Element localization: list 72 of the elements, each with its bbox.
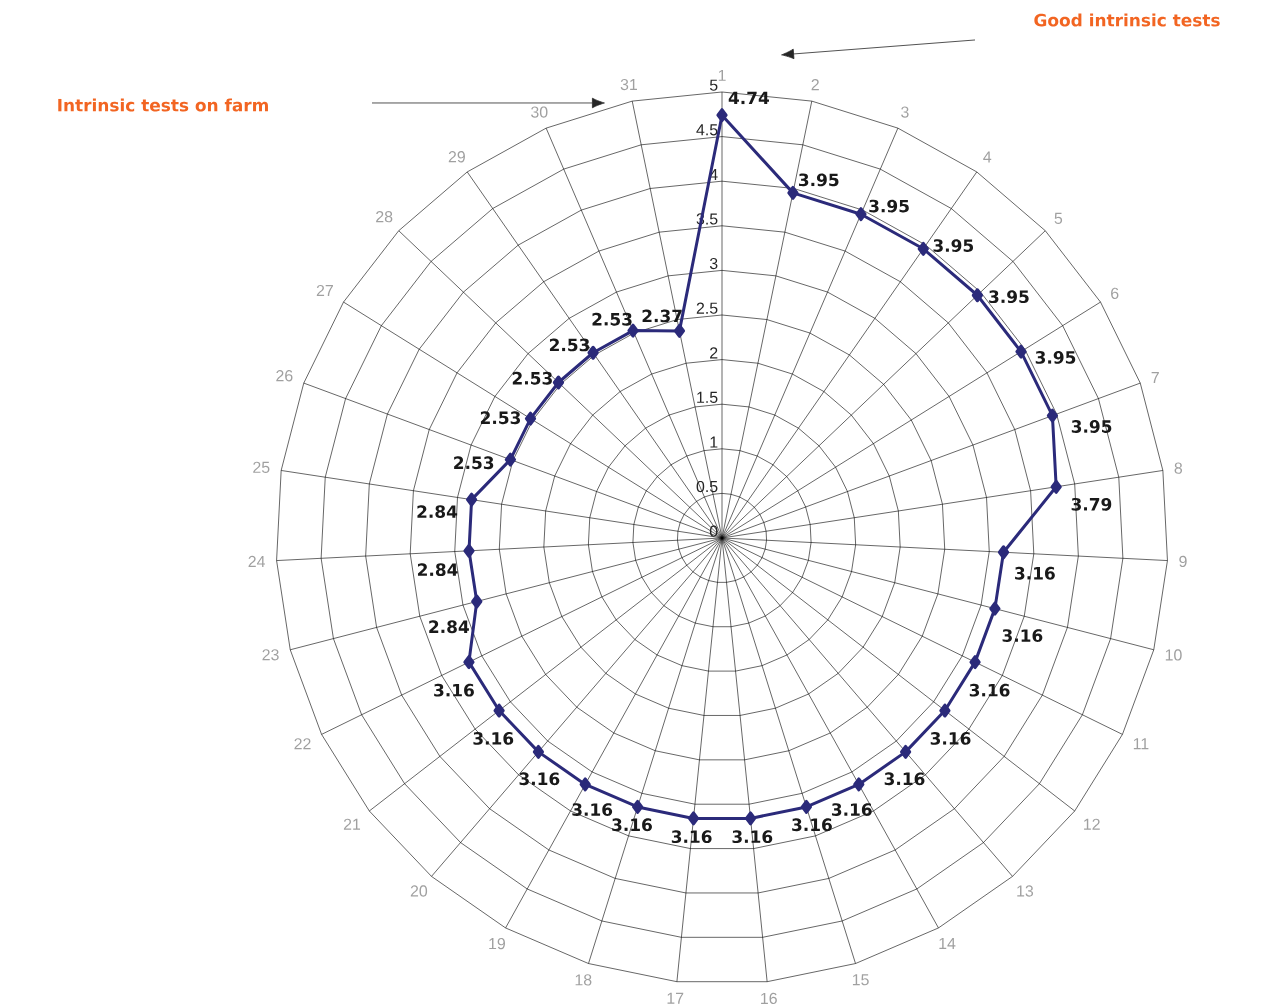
y-tick-label: 2.5: [696, 302, 718, 314]
data-label: 3.16: [434, 683, 474, 697]
spoke-label: 16: [761, 992, 777, 1005]
spoke-label: 20: [410, 885, 428, 897]
spoke-label: 6: [1111, 287, 1119, 300]
spoke-label: 31: [620, 78, 637, 91]
data-label: 3.95: [989, 290, 1029, 304]
spoke-label: 19: [489, 937, 505, 950]
spoke-label: 10: [1165, 649, 1182, 661]
data-label: 2.84: [417, 505, 458, 519]
spoke-label: 18: [575, 974, 592, 986]
data-label: 3.95: [1071, 420, 1112, 433]
data-label: 3.95: [798, 173, 839, 187]
spoke-label: 21: [343, 818, 361, 830]
data-label: 3.16: [519, 772, 560, 786]
y-tick-label: 5: [709, 79, 718, 91]
data-label: 3.16: [1015, 566, 1055, 580]
spoke-label: 12: [1084, 818, 1100, 830]
data-label: 3.16: [930, 731, 971, 745]
spoke-label: 29: [448, 151, 465, 163]
text: Intrinsic tests on farm: [58, 98, 268, 112]
spoke-label: 25: [253, 461, 270, 473]
spoke-label: 2: [811, 79, 819, 91]
data-label: 2.84: [429, 620, 469, 634]
data-label: 3.16: [884, 772, 925, 786]
spoke-label: 23: [262, 649, 279, 661]
spoke-label: 9: [1179, 555, 1187, 568]
spoke-label: 15: [852, 974, 869, 986]
spoke-label: 5: [1054, 212, 1063, 224]
y-tick-label: 4.5: [696, 124, 718, 136]
spoke-label: 3: [901, 106, 909, 118]
data-label: 3.16: [473, 731, 514, 745]
data-label: 3.16: [831, 803, 872, 816]
y-tick-label: 3: [709, 257, 718, 270]
data-label: 3.95: [1035, 351, 1076, 364]
y-tick-label: 1.5: [697, 391, 718, 403]
data-label: 3.16: [671, 830, 712, 844]
data-label: 2.53: [480, 411, 521, 425]
spoke-label: 1: [718, 69, 726, 81]
spoke-label: 30: [531, 106, 548, 118]
data-label: 2.53: [549, 338, 590, 352]
y-tick-label: 0: [709, 525, 718, 537]
spoke-label: 8: [1174, 462, 1183, 474]
data-label: 3.16: [612, 818, 652, 832]
data-label: 3.79: [1071, 497, 1112, 511]
y-tick-label: 2: [710, 347, 718, 359]
data-label: 2.53: [592, 312, 632, 326]
data-label: 3.16: [792, 818, 832, 832]
spoke-label: 28: [376, 211, 393, 223]
spoke-label: 14: [939, 937, 956, 949]
spoke-label: 4: [983, 151, 992, 163]
data-label: 3.16: [572, 803, 613, 816]
data-label: 2.53: [512, 371, 552, 385]
spoke-label: 7: [1151, 372, 1159, 384]
data-label: 3.95: [869, 199, 909, 213]
data-label: 3.16: [732, 830, 773, 844]
data-label: 2.84: [417, 563, 458, 577]
text: Good intrinsic tests: [1034, 13, 1220, 27]
spoke-label: 26: [276, 370, 293, 382]
spoke-label: 11: [1133, 738, 1149, 750]
data-label: 4.74: [728, 91, 769, 105]
data-label: 3.16: [1002, 629, 1043, 642]
spoke-label: 22: [294, 738, 311, 750]
y-tick-label: 1: [710, 436, 718, 448]
spoke-label: 17: [667, 992, 684, 1004]
data-label: 3.16: [969, 683, 1010, 697]
spoke-label: 27: [316, 284, 333, 296]
spoke-label: 24: [248, 555, 265, 567]
y-tick-label: 0.5: [696, 480, 718, 493]
spoke-label: 13: [1017, 885, 1034, 897]
data-label: 3.95: [933, 239, 974, 252]
data-label: 2.53: [454, 456, 494, 470]
